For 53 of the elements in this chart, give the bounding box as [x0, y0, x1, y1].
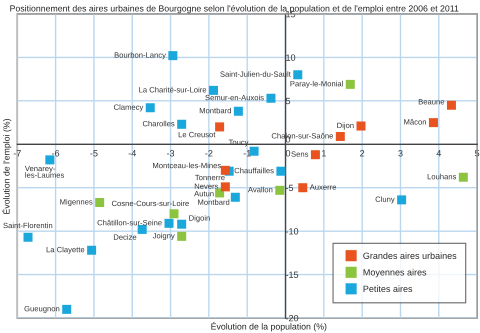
y-tick-label: 10: [286, 54, 296, 61]
point: [168, 51, 178, 60]
x-tick-label: -3: [166, 150, 174, 156]
point: [276, 166, 286, 176]
x-tick-label: 4: [436, 150, 442, 156]
point: [95, 198, 104, 207]
point: [230, 192, 240, 202]
point: [62, 304, 72, 314]
x-tick-label: -6: [52, 150, 60, 156]
point: [146, 103, 155, 112]
point: [220, 182, 230, 192]
point: [177, 232, 186, 241]
point: [208, 86, 218, 95]
x-tick-label: -2: [205, 150, 212, 156]
point: [336, 132, 345, 141]
y-tick-label: -15: [286, 272, 298, 278]
legend-label: Moyennes aires: [364, 268, 426, 278]
point: [45, 155, 54, 164]
point: [428, 118, 438, 128]
point: [310, 150, 320, 160]
y-tick-label: 5: [286, 98, 290, 104]
x-tick-label: -4: [128, 150, 136, 156]
point: [275, 186, 284, 195]
y-tick-label: -20: [286, 314, 298, 322]
x-tick-label: 3: [398, 150, 403, 156]
point: [397, 195, 406, 204]
y-tick-label: -10: [286, 228, 298, 235]
point: [346, 80, 355, 89]
y-tick-label: -5: [286, 184, 294, 192]
x-tick-label: -5: [90, 150, 98, 156]
point: [250, 146, 259, 156]
point: [177, 120, 186, 129]
point: [87, 246, 96, 255]
point: [446, 100, 456, 110]
legend-label: Grandes aires urbaines: [363, 252, 456, 259]
point: [293, 70, 302, 80]
x-tick-label: 1: [322, 150, 326, 156]
point: [458, 172, 468, 182]
point: [266, 94, 276, 103]
x-tick-label: -7: [14, 150, 21, 156]
point: [215, 122, 224, 132]
point: [220, 166, 230, 175]
x-axis-title: Évolution de la population (%): [211, 322, 326, 332]
point: [298, 183, 308, 192]
point: [24, 232, 33, 242]
point: [356, 122, 366, 131]
point: [234, 106, 243, 116]
x-tick-label: 2: [360, 150, 364, 156]
legend-label: Petites aires: [364, 285, 412, 292]
point: [164, 218, 174, 228]
point: [177, 220, 186, 229]
point: [170, 209, 179, 218]
y-axis-title: Évolution de l'emploi (%): [2, 119, 12, 214]
